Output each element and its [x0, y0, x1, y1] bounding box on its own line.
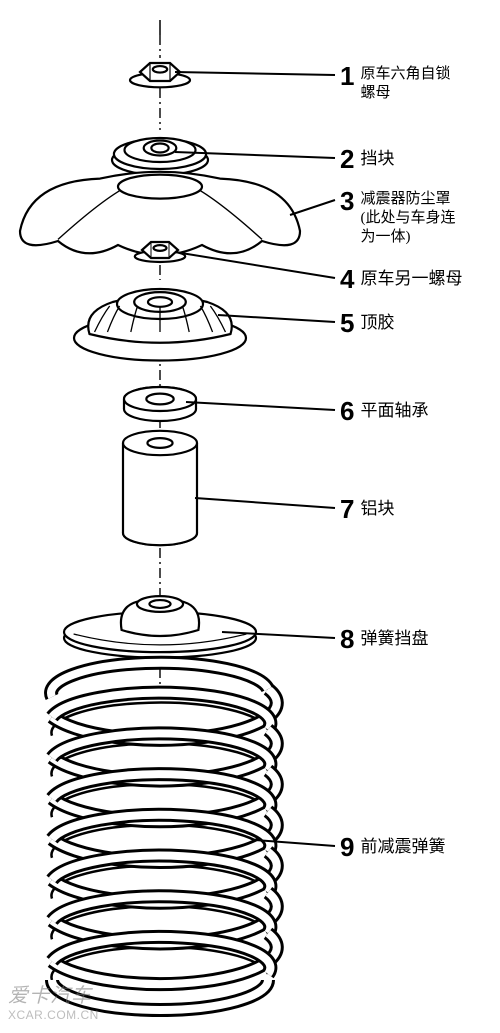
- callout-number: 3: [340, 186, 354, 217]
- callout-text: 顶胶: [360, 312, 394, 333]
- watermark-zh: 爱卡汽车: [8, 979, 99, 1008]
- callout-6: 6 平面轴承: [340, 396, 428, 427]
- callout-number: 2: [340, 144, 354, 175]
- callout-3: 3减震器防尘罩 (此处与车身连 为一体): [340, 186, 455, 246]
- callout-number: 5: [340, 308, 354, 339]
- callout-8: 8 弹簧挡盘: [340, 624, 428, 655]
- exploded-diagram: [0, 0, 500, 1028]
- callout-text: 铝块: [360, 498, 394, 519]
- callout-text: 平面轴承: [360, 400, 428, 421]
- callout-2: 2 挡块: [340, 144, 394, 175]
- callout-number: 4: [340, 264, 354, 295]
- callout-number: 9: [340, 832, 354, 863]
- watermark-en: XCAR.COM.CN: [8, 1008, 99, 1022]
- callout-text: 减震器防尘罩 (此处与车身连 为一体): [360, 190, 455, 246]
- callout-1: 1原车六角自锁 螺母: [340, 61, 450, 103]
- callout-4: 4 原车另一螺母: [340, 264, 462, 295]
- callout-text: 前减震弹簧: [360, 836, 445, 857]
- callout-9: 9 前减震弹簧: [340, 832, 445, 863]
- callout-number: 1: [340, 61, 354, 92]
- watermark: 爱卡汽车 XCAR.COM.CN: [8, 979, 99, 1022]
- callout-text: 挡块: [360, 148, 394, 169]
- callout-number: 7: [340, 494, 354, 525]
- callout-text: 原车另一螺母: [360, 268, 462, 289]
- callout-number: 6: [340, 396, 354, 427]
- callout-5: 5 顶胶: [340, 308, 394, 339]
- callout-7: 7 铝块: [340, 494, 394, 525]
- callout-number: 8: [340, 624, 354, 655]
- callout-text: 原车六角自锁 螺母: [360, 65, 450, 103]
- callout-text: 弹簧挡盘: [360, 628, 428, 649]
